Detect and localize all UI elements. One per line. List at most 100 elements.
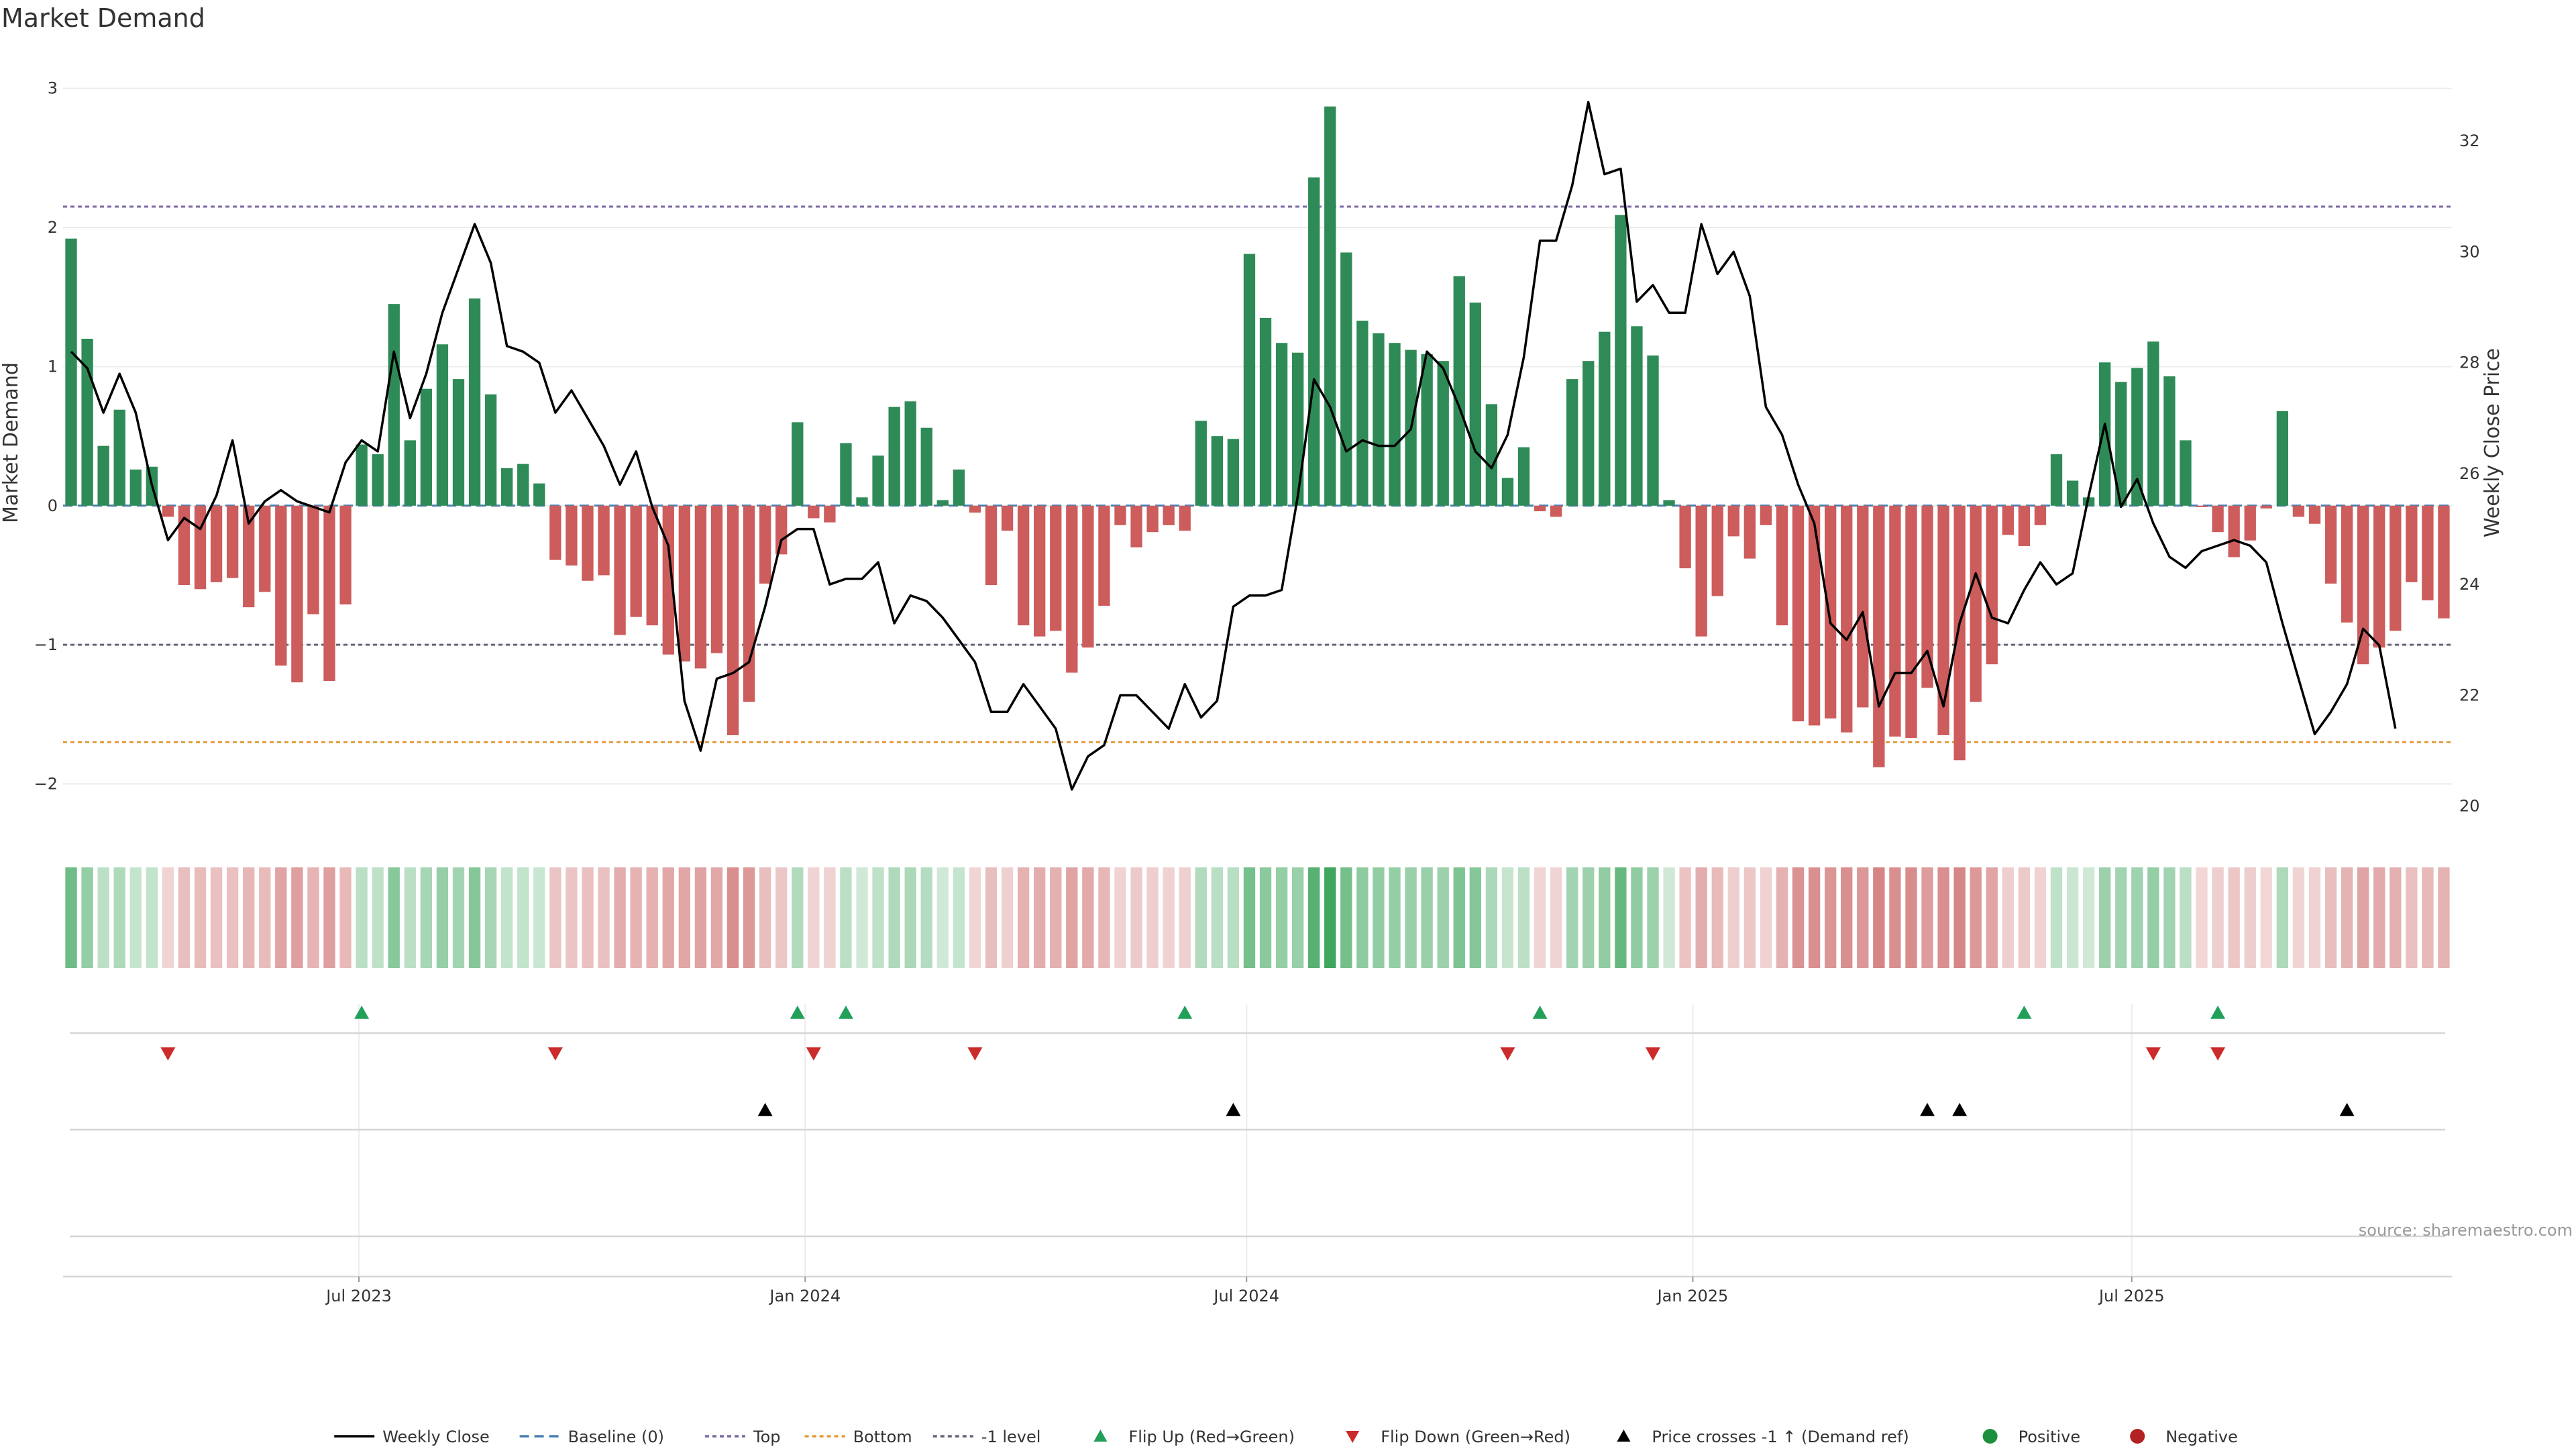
demand-bar: [2163, 376, 2176, 506]
demand-bar: [1179, 505, 1191, 531]
heat-cell: [2390, 867, 2402, 968]
heat-cell: [1647, 867, 1659, 968]
heat-cell: [1937, 867, 1949, 968]
y2-tick-label: 26: [2459, 464, 2480, 483]
demand-bar: [2212, 505, 2224, 533]
demand-bar: [2438, 505, 2450, 619]
heat-cell: [1082, 867, 1094, 968]
demand-bar: [2260, 505, 2272, 508]
y2-tick-label: 32: [2459, 131, 2480, 150]
heat-cell: [1066, 867, 1078, 968]
heat-cell: [694, 867, 707, 968]
heat-cell: [710, 867, 723, 968]
price-cross-marker: [757, 1103, 773, 1116]
demand-bar: [2228, 505, 2240, 557]
flip-down-marker: [160, 1047, 176, 1061]
demand-bar: [2390, 505, 2402, 631]
demand-bar: [2196, 505, 2208, 507]
heat-cell: [1889, 867, 1901, 968]
flip-up-marker: [790, 1006, 805, 1019]
heat-cell: [2066, 867, 2079, 968]
heat-cell: [824, 867, 836, 968]
heat-cell: [1550, 867, 1562, 968]
flip-down-marker: [547, 1047, 563, 1061]
flip-down-marker: [1645, 1047, 1660, 1061]
demand-bar: [936, 500, 949, 506]
demand-bar: [1873, 505, 1885, 767]
flip-up-marker: [2017, 1006, 2032, 1019]
y2-tick-label: 28: [2459, 354, 2480, 372]
demand-bar: [727, 505, 739, 735]
demand-bar: [2099, 362, 2111, 506]
demand-bar: [1114, 505, 1126, 525]
demand-bar: [2406, 505, 2418, 582]
demand-bar: [436, 344, 449, 506]
y2-tick-label: 20: [2459, 797, 2480, 816]
demand-bar: [501, 468, 513, 506]
heat-cell: [1776, 867, 1788, 968]
demand-bar: [1389, 343, 1401, 506]
heat-cell: [501, 867, 513, 968]
demand-bar: [323, 505, 335, 682]
heat-cell: [2438, 867, 2450, 968]
heat-cell: [2034, 867, 2047, 968]
demand-bar: [953, 469, 965, 506]
heat-cell: [2244, 867, 2256, 968]
demand-bar: [646, 505, 658, 626]
heat-cell: [162, 867, 174, 968]
demand-bar: [356, 444, 368, 506]
heat-cell: [872, 867, 884, 968]
demand-bar: [243, 505, 255, 608]
heat-cell: [1050, 867, 1062, 968]
heat-cell: [2292, 867, 2305, 968]
heat-cell: [598, 867, 610, 968]
heat-cell: [356, 867, 368, 968]
demand-bar: [2357, 505, 2369, 665]
demand-bar: [404, 440, 416, 506]
demand-bar: [1259, 317, 1272, 506]
legend-label: Top: [753, 1428, 781, 1446]
heat-cell: [2180, 867, 2192, 968]
heat-cell: [743, 867, 755, 968]
legend-entry: Top: [705, 1428, 781, 1446]
demand-bar: [1356, 321, 1368, 506]
demand-bar: [259, 505, 271, 592]
heat-cell: [1841, 867, 1853, 968]
demand-bar: [2292, 505, 2305, 517]
heat-cell: [291, 867, 303, 968]
demand-bar: [549, 505, 561, 560]
heat-cell: [2050, 867, 2063, 968]
demand-bar: [808, 505, 820, 519]
x-axis: Jul 2023 Jan 2024 Jul 2024 Jan 2025 Jul 2025: [325, 1277, 2165, 1305]
heat-cell: [1195, 867, 1207, 968]
y-tick-label: 1: [48, 357, 58, 376]
demand-bar: [694, 505, 707, 669]
heat-cell: [1857, 867, 1869, 968]
heat-cell: [2099, 867, 2111, 968]
heat-cell: [178, 867, 191, 968]
legend-label: Baseline (0): [568, 1428, 664, 1446]
price-series: [70, 101, 2397, 791]
demand-bar: [872, 455, 884, 506]
heat-cell: [1631, 867, 1643, 968]
demand-bar: [2422, 505, 2434, 600]
demand-bar: [1857, 505, 1869, 708]
demand-bar: [1421, 354, 1433, 506]
legend-entry: Price crosses -1 ↑ (Demand ref): [1617, 1428, 1909, 1446]
heat-cell: [953, 867, 965, 968]
demand-bar: [2082, 497, 2095, 506]
heat-cell: [1517, 867, 1530, 968]
demand-bar: [710, 505, 723, 653]
y-tick-label: 0: [48, 496, 58, 515]
heat-cell: [1146, 867, 1159, 968]
heat-cell: [1501, 867, 1514, 968]
heat-cell: [1453, 867, 1465, 968]
legend-label: Positive: [2019, 1428, 2081, 1446]
x-tick-label: Jul 2023: [325, 1287, 392, 1305]
demand-bar: [1275, 343, 1288, 506]
y2-tick-label: 30: [2459, 242, 2480, 261]
demand-bar: [2324, 505, 2337, 584]
heat-cell: [1291, 867, 1304, 968]
demand-bar: [1599, 331, 1611, 506]
